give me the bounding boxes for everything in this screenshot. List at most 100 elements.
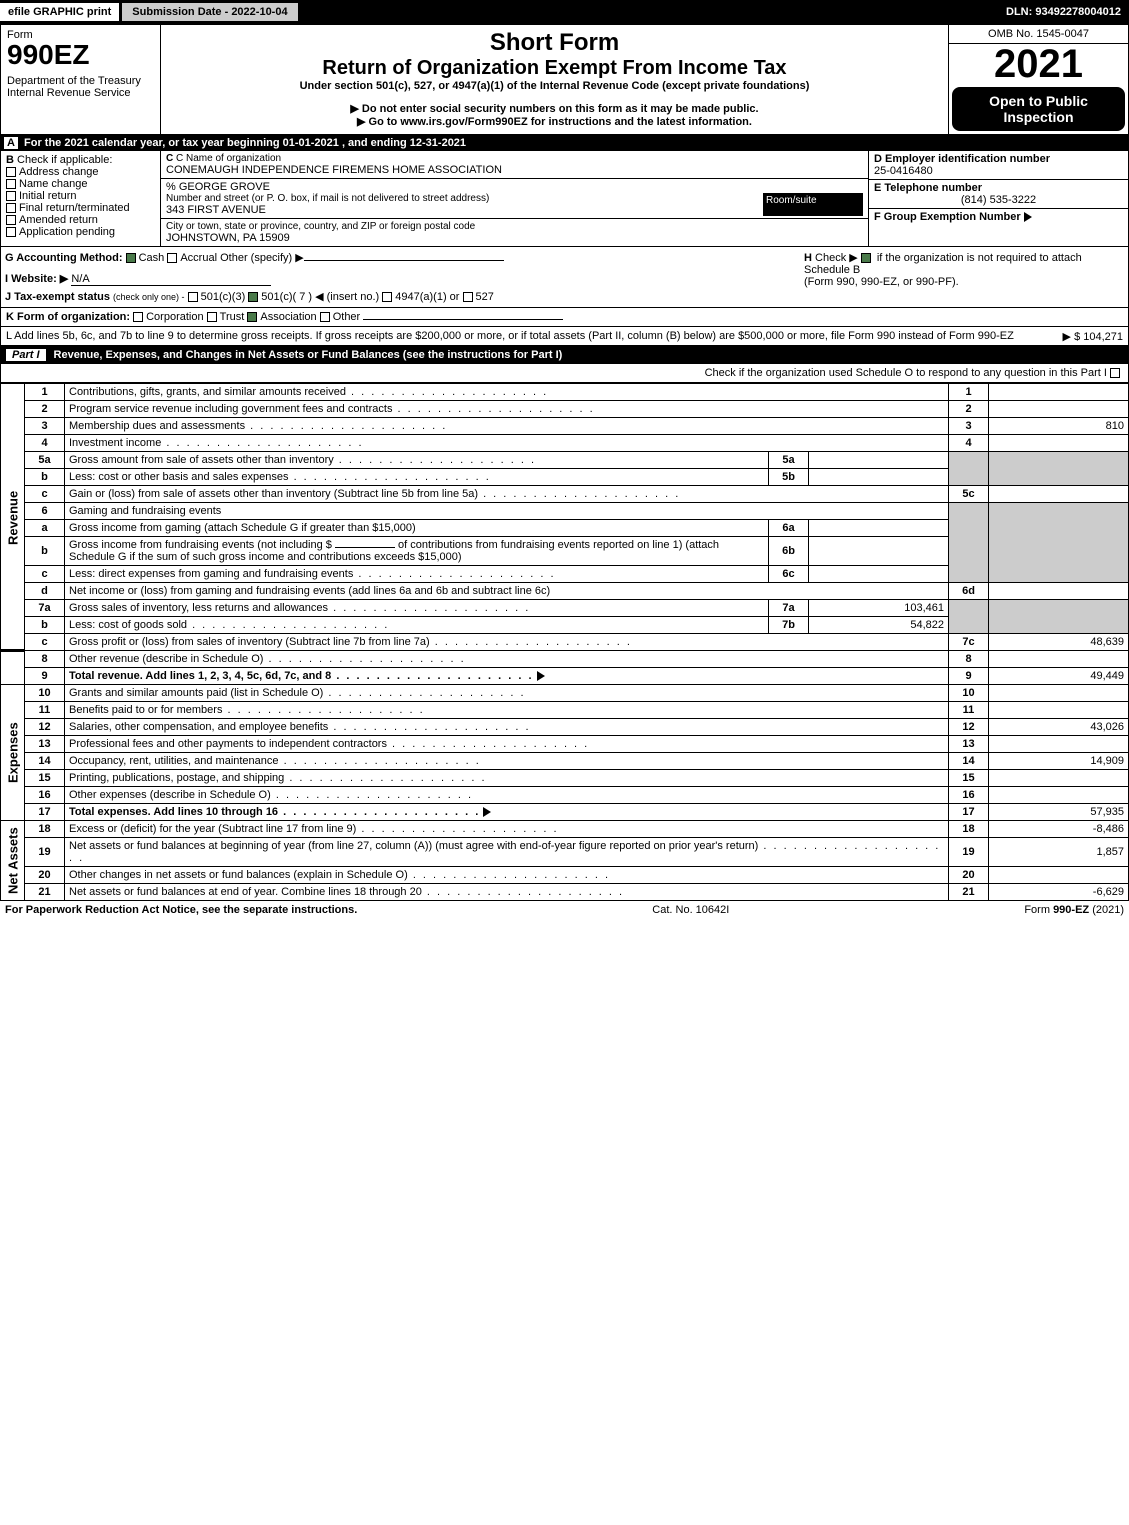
line-desc-text: Benefits paid to or for members (69, 704, 425, 716)
chk-cash[interactable] (126, 253, 136, 263)
accounting-method-label: G Accounting Method: (5, 252, 123, 264)
line-amount: 1,857 (989, 838, 1129, 867)
line-desc: Gross sales of inventory, less returns a… (65, 600, 769, 617)
line-desc: Contributions, gifts, grants, and simila… (65, 384, 949, 401)
triangle-icon (483, 807, 491, 817)
line-amount: 14,909 (989, 753, 1129, 770)
efile-print-button[interactable]: efile GRAPHIC print (0, 3, 119, 21)
line-desc: Membership dues and assessments (65, 418, 949, 435)
line-amount (989, 787, 1129, 804)
table-row: Net Assets 18 Excess or (deficit) for th… (1, 821, 1129, 838)
line-desc-text: Total revenue. Add lines 1, 2, 3, 4, 5c,… (69, 670, 534, 682)
other-org-input[interactable] (363, 319, 563, 320)
line-desc: Other revenue (describe in Schedule O) (65, 651, 949, 668)
line-desc: Gross income from gaming (attach Schedul… (65, 520, 769, 537)
part1-header: Part I Revenue, Expenses, and Changes in… (0, 346, 1129, 364)
opt-association: Association (260, 311, 316, 323)
line-amount: -6,629 (989, 884, 1129, 901)
form-header: Form 990EZ Department of the Treasury In… (0, 24, 1129, 135)
chk-amended-return[interactable] (6, 215, 16, 225)
line-num: 9 (25, 668, 65, 685)
phone-label: E Telephone number (874, 182, 982, 194)
line-desc: Net assets or fund balances at beginning… (65, 838, 949, 867)
line-num: 16 (25, 787, 65, 804)
spacer (1, 651, 25, 685)
line-rn: 9 (949, 668, 989, 685)
sub-val (809, 566, 949, 583)
chk-initial-return[interactable] (6, 191, 16, 201)
table-row: d Net income or (loss) from gaming and f… (1, 583, 1129, 600)
chk-trust[interactable] (207, 312, 217, 322)
chk-501c[interactable] (248, 292, 258, 302)
line-rn: 14 (949, 753, 989, 770)
title-return: Return of Organization Exempt From Incom… (167, 57, 942, 80)
line-desc-text: Grants and similar amounts paid (list in… (69, 687, 526, 699)
opt-527: 527 (476, 291, 494, 303)
chk-final-return[interactable] (6, 203, 16, 213)
open-inspection-badge: Open to Public Inspection (952, 87, 1125, 131)
line-desc-text: Net assets or fund balances at beginning… (69, 840, 940, 864)
chk-association[interactable] (247, 312, 257, 322)
line-num: 15 (25, 770, 65, 787)
chk-application-pending[interactable] (6, 227, 16, 237)
chk-527[interactable] (463, 292, 473, 302)
col-b-letter: B (6, 154, 14, 166)
table-row: 14 Occupancy, rent, utilities, and maint… (1, 753, 1129, 770)
phone-value: (814) 535-3222 (874, 194, 1123, 206)
sub-num: 5b (769, 469, 809, 486)
sub-val: 103,461 (809, 600, 949, 617)
table-row: c Gross profit or (loss) from sales of i… (1, 634, 1129, 651)
line-num: 13 (25, 736, 65, 753)
sub-num: 5a (769, 452, 809, 469)
line-amount: 57,935 (989, 804, 1129, 821)
warn-goto-text[interactable]: Go to www.irs.gov/Form990EZ for instruct… (369, 116, 752, 128)
line-rn: 6d (949, 583, 989, 600)
chk-schedule-o-part1[interactable] (1110, 368, 1120, 378)
line-6b-blank[interactable] (335, 547, 395, 548)
org-name-value: CONEMAUGH INDEPENDENCE FIREMENS HOME ASS… (166, 164, 863, 176)
opt-amended-return: Amended return (19, 214, 98, 226)
line-desc: Net assets or fund balances at end of ye… (65, 884, 949, 901)
street-label: Number and street (or P. O. box, if mail… (166, 193, 763, 204)
opt-4947a1: 4947(a)(1) or (395, 291, 459, 303)
footer-left: For Paperwork Reduction Act Notice, see … (5, 904, 357, 916)
submission-date-button[interactable]: Submission Date - 2022-10-04 (121, 2, 298, 22)
opt-name-change: Name change (19, 178, 88, 190)
sub-val: 54,822 (809, 617, 949, 634)
line-num: 8 (25, 651, 65, 668)
line-rn: 7c (949, 634, 989, 651)
line-desc-text: Membership dues and assessments (69, 420, 447, 432)
other-specify-input[interactable] (304, 260, 504, 261)
gray-cell (949, 600, 989, 634)
chk-501c3[interactable] (188, 292, 198, 302)
opt-initial-return: Initial return (19, 190, 76, 202)
line-num: 1 (25, 384, 65, 401)
row-l-amount: ▶ $ 104,271 (1063, 330, 1123, 343)
line-desc-text: Less: cost of goods sold (69, 619, 389, 631)
table-row: 9 Total revenue. Add lines 1, 2, 3, 4, 5… (1, 668, 1129, 685)
h-text3: (Form 990, 990-EZ, or 990-PF). (804, 276, 959, 288)
line-amount (989, 486, 1129, 503)
chk-other-org[interactable] (320, 312, 330, 322)
line-rn: 10 (949, 685, 989, 702)
chk-address-change[interactable] (6, 167, 16, 177)
line-desc-text: Occupancy, rent, utilities, and maintena… (69, 755, 481, 767)
gray-cell (989, 452, 1129, 486)
line-rn: 17 (949, 804, 989, 821)
line-rn: 4 (949, 435, 989, 452)
chk-corporation[interactable] (133, 312, 143, 322)
chk-4947a1[interactable] (382, 292, 392, 302)
line-rn: 1 (949, 384, 989, 401)
chk-not-required-scheduleb[interactable] (861, 253, 871, 263)
website-value: N/A (71, 273, 271, 286)
form-org-label: K Form of organization: (6, 311, 130, 323)
chk-accrual[interactable] (167, 253, 177, 263)
opt-501c: 501(c)( 7 ) ◀ (insert no.) (261, 291, 379, 303)
sub-val (809, 452, 949, 469)
h-check-text: Check ▶ (815, 252, 858, 264)
opt-cash: Cash (139, 252, 165, 264)
col-b-head: Check if applicable: (17, 154, 112, 166)
line-amount (989, 770, 1129, 787)
dln-label: DLN: 93492278004012 (998, 3, 1129, 21)
chk-name-change[interactable] (6, 179, 16, 189)
